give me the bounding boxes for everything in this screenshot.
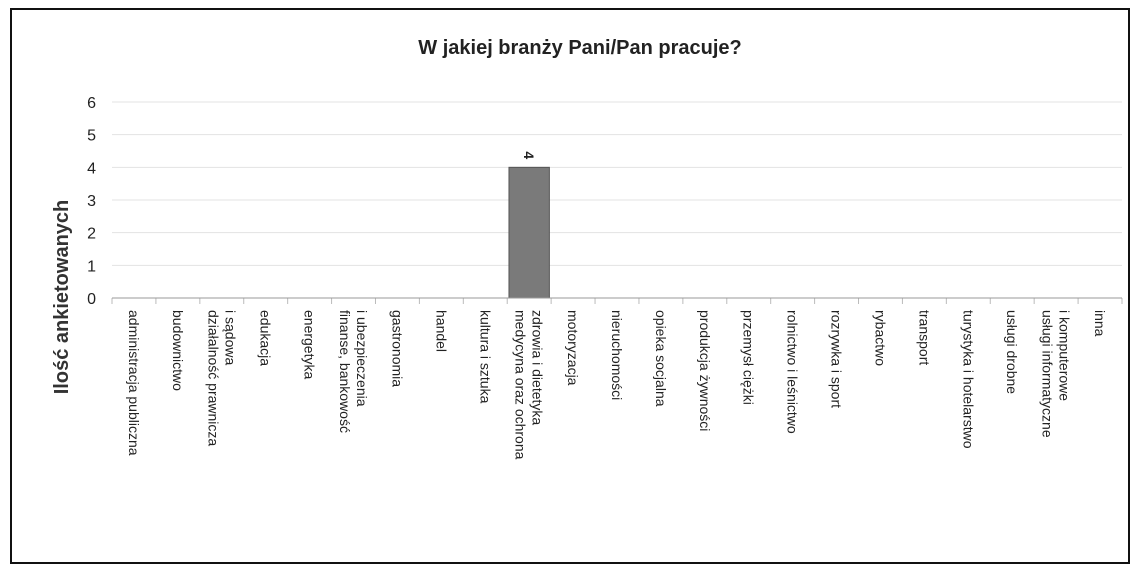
- x-tick-label: inna: [1092, 310, 1108, 337]
- y-tick-label: 1: [87, 258, 96, 275]
- y-tick-label: 0: [87, 291, 96, 308]
- data-label: 4: [521, 151, 537, 159]
- x-tick-label: działalność prawnicza: [205, 310, 221, 446]
- y-tick-label: 2: [87, 226, 96, 243]
- y-tick-label: 6: [87, 95, 96, 112]
- grid-lines: [112, 101, 1122, 266]
- y-tick-label: 4: [87, 160, 96, 177]
- x-tick-label: motoryzacja: [565, 310, 581, 386]
- x-tick-label: produkcja żywności: [697, 310, 713, 431]
- x-tick-label: budownictwo: [170, 310, 186, 391]
- x-tick-label: i ubezpieczenia: [354, 310, 370, 407]
- x-tick-label: handel: [433, 310, 449, 352]
- y-tick-label: 3: [87, 193, 96, 210]
- bar-chart: W jakiej branży Pani/Pan pracuje? Ilość …: [51, 37, 1123, 460]
- x-tick-label: opieka socjalna: [653, 310, 669, 407]
- x-tick-label: transport: [916, 310, 932, 365]
- x-tick-label: usługi informatyczne: [1040, 310, 1056, 438]
- chart-title: W jakiej branży Pani/Pan pracuje?: [418, 37, 741, 59]
- x-tick-label: edukacja: [258, 310, 274, 366]
- y-axis-label: Ilość ankietowanych: [51, 200, 73, 395]
- x-tick-label: turystyka i hotelarstwo: [960, 310, 976, 449]
- x-tick-label: kultura i sztuka: [477, 310, 493, 404]
- bar: [508, 166, 550, 299]
- x-tick-label: przemysł ciężki: [741, 310, 757, 405]
- x-tick-label: nieruchomości: [609, 310, 625, 400]
- chart-frame: W jakiej branży Pani/Pan pracuje? Ilość …: [10, 8, 1130, 564]
- x-tick-label: energetyka: [302, 310, 318, 379]
- x-tick-label: administracja publiczna: [126, 310, 142, 456]
- data-labels: 4: [521, 151, 537, 159]
- x-axis-ticks: administracja publiczna budownictwo działa…: [111, 298, 1123, 460]
- x-tick-label: usługi drobne: [1004, 310, 1020, 394]
- x-tick-label: i komputerowe: [1057, 310, 1073, 401]
- x-tick-label: rybactwo: [872, 310, 888, 366]
- x-tick-label: finanse, bankowość: [337, 310, 353, 433]
- x-tick-label: i sądowa: [222, 310, 238, 365]
- bars: [508, 166, 550, 299]
- x-tick-label: rolnictwo i leśnictwo: [785, 310, 801, 434]
- y-axis-ticks: 0 1 2 3 4 5 6: [87, 95, 96, 308]
- x-tick-label: rozrywka i sport: [829, 310, 845, 408]
- x-tick-label: zdrowia i dietetyka: [530, 310, 546, 425]
- x-tick-label: medycyna oraz ochrona: [513, 310, 529, 460]
- y-tick-label: 5: [87, 128, 96, 145]
- x-tick-label: gastronomia: [389, 310, 405, 387]
